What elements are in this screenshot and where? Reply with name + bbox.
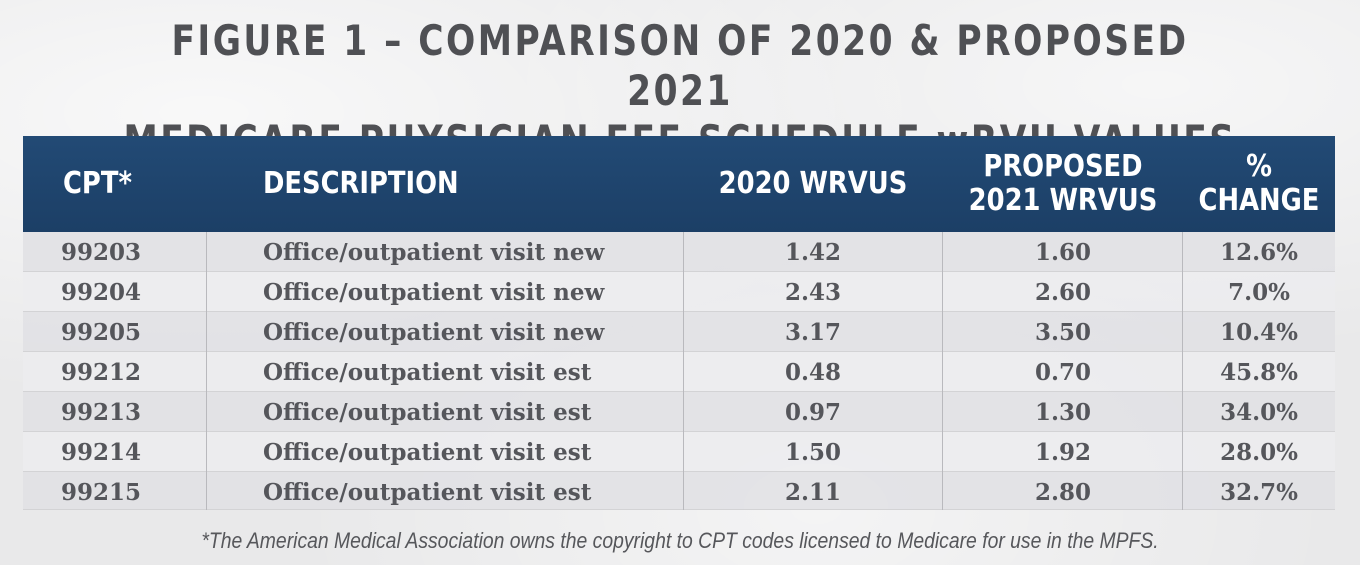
cell-cpt: 99205	[61, 319, 142, 346]
column-divider	[1182, 232, 1183, 510]
table-row: 99204 Office/outpatient visit new 2.43 2…	[23, 272, 1335, 312]
cell-wrvu-2020: 2.43	[784, 279, 842, 306]
cell-wrvu-2021: 1.30	[1034, 399, 1092, 426]
header-change-line-2: CHANGE	[1198, 183, 1320, 218]
cell-wrvu-2020: 1.42	[784, 239, 842, 266]
cell-wrvu-2020: 2.11	[784, 479, 842, 506]
table-row: 99214 Office/outpatient visit est 1.50 1…	[23, 432, 1335, 472]
cell-description: Office/outpatient visit est	[263, 439, 592, 466]
cell-wrvu-2021: 2.80	[1034, 479, 1092, 506]
table-row: 99205 Office/outpatient visit new 3.17 3…	[23, 312, 1335, 352]
column-divider	[683, 232, 684, 510]
wrvu-table: CPT* DESCRIPTION 2020 WRVUS PROPOSED 202…	[23, 136, 1335, 510]
header-proposed-2021-wrvus: PROPOSED 2021 WRVUS	[960, 136, 1166, 232]
table-row: 99203 Office/outpatient visit new 1.42 1…	[23, 232, 1335, 272]
column-divider	[942, 232, 943, 510]
cell-cpt: 99215	[61, 479, 142, 506]
cell-percent-change: 32.7%	[1220, 479, 1298, 506]
cell-percent-change: 28.0%	[1220, 439, 1298, 466]
title-line-1: FIGURE 1 – COMPARISON OF 2020 & PROPOSED…	[171, 16, 1189, 115]
table-header: CPT* DESCRIPTION 2020 WRVUS PROPOSED 202…	[23, 136, 1335, 232]
cell-wrvu-2020: 3.17	[784, 319, 842, 346]
header-proposed-line-2: 2021 WRVUS	[968, 183, 1158, 218]
cell-wrvu-2020: 0.48	[784, 359, 842, 386]
cell-percent-change: 7.0%	[1228, 279, 1290, 306]
cell-description: Office/outpatient visit new	[263, 239, 605, 266]
cell-wrvu-2021: 1.60	[1034, 239, 1092, 266]
table-row: 99213 Office/outpatient visit est 0.97 1…	[23, 392, 1335, 432]
table-row: 99212 Office/outpatient visit est 0.48 0…	[23, 352, 1335, 392]
header-proposed-line-1: PROPOSED	[983, 149, 1143, 184]
cell-description: Office/outpatient visit new	[263, 319, 605, 346]
cell-percent-change: 45.8%	[1220, 359, 1298, 386]
cell-wrvu-2021: 3.50	[1034, 319, 1092, 346]
cell-cpt: 99214	[61, 439, 142, 466]
cell-cpt: 99203	[61, 239, 142, 266]
cell-wrvu-2021: 2.60	[1034, 279, 1092, 306]
cell-cpt: 99204	[61, 279, 142, 306]
cell-description: Office/outpatient visit est	[263, 359, 592, 386]
copyright-footnote: *The American Medical Association owns t…	[201, 528, 1159, 553]
cell-wrvu-2021: 1.92	[1034, 439, 1092, 466]
header-description: DESCRIPTION	[263, 166, 459, 201]
header-2020-wrvus: 2020 WRVUS	[718, 166, 908, 201]
cell-cpt: 99213	[61, 399, 142, 426]
cell-wrvu-2021: 0.70	[1034, 359, 1092, 386]
cell-wrvu-2020: 0.97	[784, 399, 842, 426]
cell-percent-change: 12.6%	[1220, 239, 1298, 266]
table-body: 99203 Office/outpatient visit new 1.42 1…	[23, 232, 1335, 510]
header-change-line-1: %	[1246, 149, 1272, 184]
cell-percent-change: 34.0%	[1220, 399, 1298, 426]
header-percent-change: % CHANGE	[1194, 136, 1325, 232]
header-cpt: CPT*	[63, 166, 132, 201]
cell-cpt: 99212	[61, 359, 142, 386]
cell-percent-change: 10.4%	[1220, 319, 1298, 346]
cell-description: Office/outpatient visit new	[263, 279, 605, 306]
cell-description: Office/outpatient visit est	[263, 479, 592, 506]
column-divider	[206, 232, 207, 510]
cell-description: Office/outpatient visit est	[263, 399, 592, 426]
cell-wrvu-2020: 1.50	[784, 439, 842, 466]
table-row: 99215 Office/outpatient visit est 2.11 2…	[23, 472, 1335, 510]
